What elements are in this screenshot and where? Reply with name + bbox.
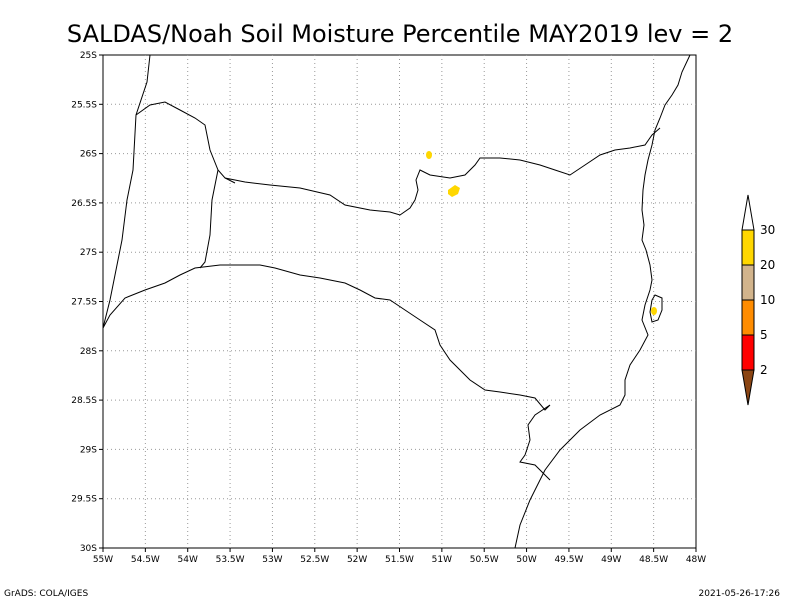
x-tick-label: 49W: [601, 555, 621, 565]
y-tick-label: 28S: [80, 347, 97, 357]
x-tick-label: 51.5W: [385, 555, 414, 565]
paraná-sc-border-line: [224, 127, 661, 216]
x-tick-label: 53W: [262, 555, 282, 565]
western-border-line: [102, 54, 151, 329]
colorbar-label: 10: [760, 293, 775, 307]
footer-timestamp: 2021-05-26-17:26: [699, 589, 781, 599]
colorbar-label: 20: [760, 258, 775, 272]
x-tick-label: 54.5W: [131, 555, 160, 565]
colorbar-label: 30: [760, 223, 775, 237]
boundaries: [102, 54, 691, 549]
y-tick-label: 29S: [80, 445, 97, 455]
colorbar-label: 5: [760, 328, 768, 342]
x-tick-label: 48.5W: [639, 555, 668, 565]
y-tick-label: 26.5S: [71, 199, 97, 209]
y-axis-ticks: 25S 25.5S 26S 26.5S 27S 27.5S 28S 28.5S 29S 29.5S…: [71, 51, 103, 554]
x-tick-label: 55W: [93, 555, 113, 565]
y-tick-label: 28.5S: [71, 396, 97, 406]
colorbar-segment: [741, 264, 755, 301]
yellow-patch-2: [448, 185, 460, 197]
x-tick-label: 49.5W: [554, 555, 583, 565]
coastline: [514, 54, 691, 549]
footer-credit: GrADS: COLA/IGES: [4, 589, 88, 599]
colorbar: 30 20 10 5 2: [741, 194, 775, 406]
x-tick-label: 52W: [347, 555, 367, 565]
x-tick-label: 48W: [686, 555, 706, 565]
map-title: SALDAS/Noah Soil Moisture Percentile MAY…: [67, 20, 733, 48]
x-tick-label: 54W: [178, 555, 198, 565]
y-tick-label: 27S: [80, 248, 97, 258]
x-tick-label: 51W: [432, 555, 452, 565]
yellow-patch-3: [651, 307, 657, 315]
x-tick-label: 50W: [516, 555, 536, 565]
island-outline: [649, 294, 663, 323]
y-tick-label: 25.5S: [71, 100, 97, 110]
percentile-patches: [426, 151, 657, 315]
border-branch-line: [135, 101, 236, 184]
colorbar-segment: [741, 334, 755, 371]
x-axis-ticks: 55W 54.5W 54W 53.5W 53W 52.5W 52W 51.5W 51W 50.5W…: [93, 548, 706, 565]
map-area: [102, 54, 697, 549]
y-tick-label: 27.5S: [71, 298, 97, 308]
colorbar-label: 2: [760, 363, 768, 377]
y-tick-label: 30S: [80, 544, 97, 554]
sc-rs-border-line: [102, 264, 551, 481]
y-tick-label: 25S: [80, 51, 97, 61]
x-tick-label: 53.5W: [216, 555, 245, 565]
colorbar-segment: [741, 229, 755, 266]
y-tick-label: 29.5S: [71, 495, 97, 505]
colorbar-top-triangle: [741, 194, 755, 231]
colorbar-segment: [741, 299, 755, 336]
colorbar-bottom-triangle: [741, 369, 755, 406]
northern-state-border-line: [199, 169, 219, 269]
x-tick-label: 52.5W: [300, 555, 329, 565]
y-tick-label: 26S: [80, 150, 97, 160]
x-tick-label: 50.5W: [470, 555, 499, 565]
yellow-patch-1: [426, 151, 432, 159]
grid-lines: [103, 55, 696, 548]
